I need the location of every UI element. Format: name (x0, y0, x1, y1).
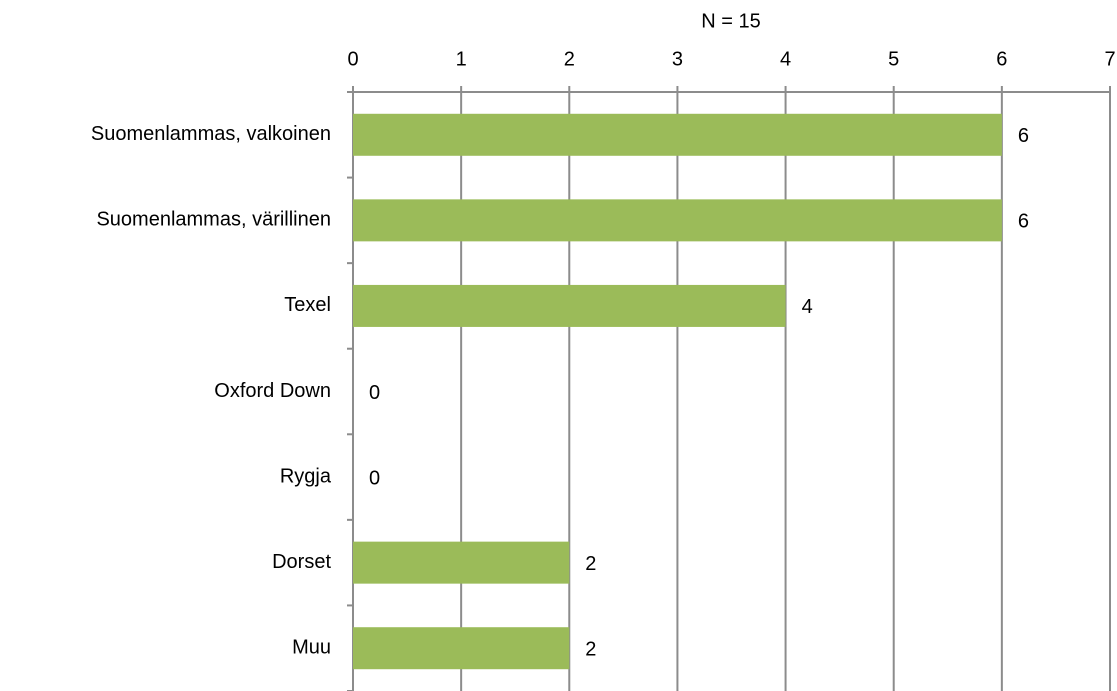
x-tick-label: 6 (996, 48, 1007, 70)
x-tick-label: 3 (672, 48, 683, 70)
x-tick-label: 5 (888, 48, 899, 70)
data-label: 2 (585, 553, 596, 575)
y-tick-label: Suomenlammas, valkoinen (91, 123, 331, 145)
y-tick-label: Muu (292, 636, 331, 658)
bar (353, 541, 570, 584)
x-tick-label: 2 (564, 48, 575, 70)
x-tick-label: 1 (456, 48, 467, 70)
y-tick-label: Oxford Down (214, 380, 331, 402)
x-tick-label: 0 (347, 48, 358, 70)
y-tick-label: Texel (284, 294, 331, 316)
x-tick-label: 4 (780, 48, 791, 70)
data-label: 0 (369, 467, 380, 489)
data-label: 4 (802, 296, 813, 318)
y-tick-label: Suomenlammas, värillinen (96, 209, 331, 231)
bar (353, 284, 786, 327)
y-tick-label: Dorset (272, 551, 331, 573)
data-label: 2 (585, 638, 596, 660)
data-label: 6 (1018, 211, 1029, 233)
y-tick-label: Rygja (280, 465, 332, 487)
x-tick-label: 7 (1104, 48, 1115, 70)
axis-label: N = 15 (701, 10, 760, 32)
bar (353, 199, 1002, 242)
data-label: 0 (369, 382, 380, 404)
bar (353, 627, 570, 670)
data-label: 6 (1018, 125, 1029, 147)
bar (353, 113, 1002, 156)
